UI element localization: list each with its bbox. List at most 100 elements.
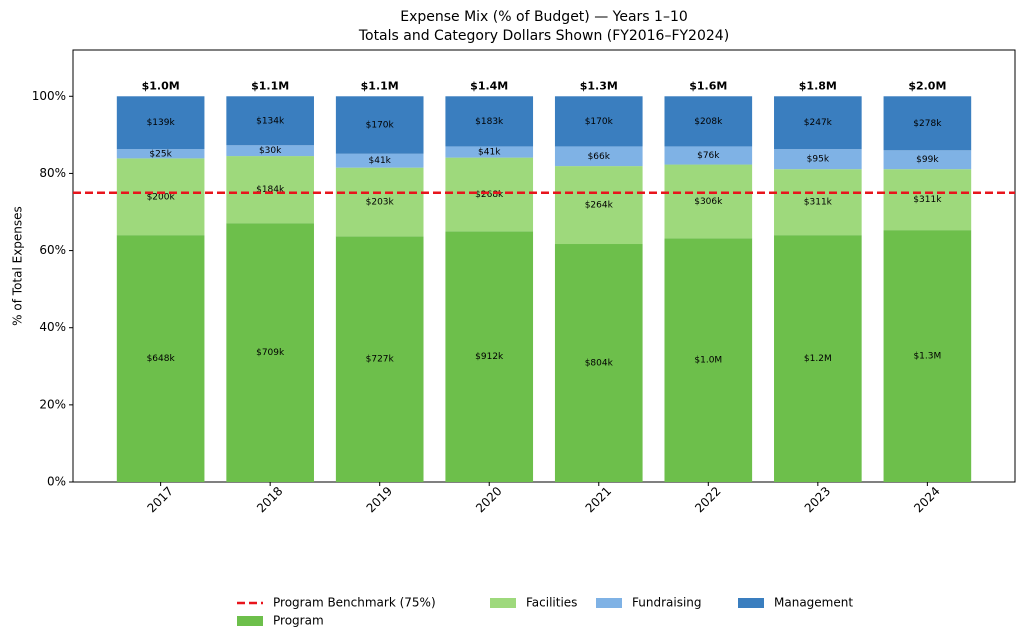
segment-label: $311k — [913, 195, 942, 205]
bar-segment — [116, 149, 205, 159]
total-label: $1.4M — [470, 79, 508, 92]
total-label: $1.1M — [251, 79, 289, 92]
bar-segment — [664, 96, 753, 147]
x-tick-label: 2022 — [692, 484, 723, 515]
segment-label: $170k — [366, 121, 395, 131]
segment-label: $1.3M — [913, 352, 941, 362]
bar-segment — [445, 231, 534, 482]
x-tick-label: 2017 — [145, 484, 176, 515]
bar-segment — [335, 236, 424, 482]
x-tick-label: 2024 — [911, 484, 942, 515]
bar-segment — [335, 167, 424, 237]
segment-label: $264k — [585, 201, 614, 211]
legend-swatch — [738, 598, 764, 608]
x-tick-label: 2021 — [583, 484, 614, 515]
segment-label: $709k — [256, 348, 285, 358]
chart-subtitle: Totals and Category Dollars Shown (FY201… — [358, 28, 729, 44]
segment-label: $134k — [256, 116, 285, 126]
segment-label: $25k — [149, 149, 172, 159]
segment-label: $648k — [147, 354, 176, 364]
bar-segment — [664, 238, 753, 482]
total-label: $2.0M — [908, 79, 946, 92]
segment-label: $139k — [147, 118, 176, 128]
legend-swatch — [490, 598, 516, 608]
segment-label: $804k — [585, 359, 614, 369]
segment-label: $268k — [475, 190, 504, 200]
segment-label: $30k — [259, 146, 282, 156]
y-tick-label: 100% — [32, 89, 66, 103]
y-tick-label: 20% — [39, 397, 66, 411]
segment-label: $41k — [478, 148, 501, 158]
legend-label: Program Benchmark (75%) — [273, 596, 436, 610]
legend-swatch — [237, 616, 263, 626]
total-label: $1.0M — [142, 79, 180, 92]
segment-label: $95k — [807, 155, 830, 165]
bar-segment — [883, 96, 972, 151]
total-label: $1.1M — [361, 79, 399, 92]
total-label: $1.6M — [689, 79, 727, 92]
bar-segment — [554, 244, 643, 482]
bar-segment — [883, 150, 972, 170]
y-axis-label: % of Total Expenses — [11, 206, 25, 326]
total-label: $1.8M — [799, 79, 837, 92]
bar-segment — [883, 169, 972, 231]
segment-label: $247k — [804, 118, 833, 128]
bar-segment — [774, 235, 862, 482]
segment-label: $170k — [585, 117, 614, 127]
bar-segment — [664, 164, 753, 239]
bar-segment — [226, 223, 314, 482]
plot-frame — [72, 49, 1016, 483]
total-label: $1.3M — [580, 79, 618, 92]
segment-label: $1.2M — [804, 354, 832, 364]
segment-label: $184k — [256, 185, 285, 195]
bar-segment — [445, 157, 534, 232]
bar-segment — [116, 235, 205, 482]
bar-segment — [226, 145, 314, 157]
segment-label: $66k — [588, 152, 611, 162]
segment-label: $99k — [916, 155, 939, 165]
y-tick-label: 60% — [39, 243, 66, 257]
y-tick-label: 0% — [47, 475, 66, 489]
y-tick-label: 80% — [39, 166, 66, 180]
segment-label: $727k — [366, 355, 395, 365]
legend-label: Facilities — [526, 596, 577, 610]
segment-label: $200k — [147, 192, 176, 202]
bar-segment — [554, 166, 643, 245]
segment-label: $278k — [913, 119, 942, 129]
bar-segment — [445, 146, 534, 158]
segment-label: $76k — [697, 151, 720, 161]
bar-segment — [116, 158, 205, 236]
x-tick-label: 2020 — [473, 484, 504, 515]
bar-segment — [335, 153, 424, 168]
legend-label: Management — [774, 596, 853, 610]
bar-segment — [116, 96, 205, 150]
legend-label: Program — [273, 614, 324, 628]
bar-segment — [335, 96, 424, 154]
chart-title: Expense Mix (% of Budget) — Years 1–10 — [400, 9, 688, 25]
bar-segment — [774, 149, 862, 170]
legend-swatch — [596, 598, 622, 608]
segment-label: $912k — [475, 352, 504, 362]
bar-segment — [774, 96, 862, 150]
bar-segment — [226, 96, 314, 146]
x-tick-label: 2019 — [364, 484, 395, 515]
segment-label: $1.0M — [694, 356, 722, 366]
x-tick-label: 2023 — [802, 484, 833, 515]
x-tick-label: 2018 — [254, 484, 285, 515]
bar-segment — [554, 146, 643, 167]
segment-label: $183k — [475, 117, 504, 127]
segment-label: $311k — [804, 198, 833, 208]
segment-label: $306k — [694, 197, 723, 207]
y-tick-label: 40% — [39, 320, 66, 334]
bar-segment — [554, 96, 643, 147]
bar-segment — [774, 169, 862, 236]
bar-segment — [664, 146, 753, 165]
segment-label: $203k — [366, 197, 395, 207]
segment-label: $208k — [694, 117, 723, 127]
bar-segment — [226, 156, 314, 224]
segment-label: $41k — [369, 156, 392, 166]
bar-segment — [445, 96, 534, 147]
legend-label: Fundraising — [632, 596, 702, 610]
bar-segment — [883, 230, 972, 482]
